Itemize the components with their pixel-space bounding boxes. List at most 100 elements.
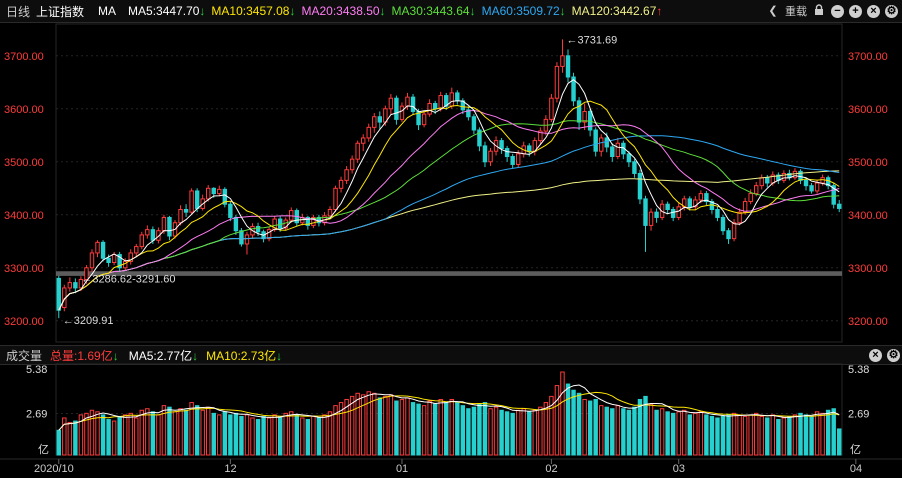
candle-body bbox=[748, 193, 753, 203]
volume-bar bbox=[621, 408, 626, 456]
candle-body bbox=[73, 282, 78, 289]
candle-body bbox=[599, 137, 604, 152]
candle-body bbox=[632, 161, 637, 174]
candle-body bbox=[532, 140, 538, 152]
volume-bar bbox=[67, 422, 73, 456]
x-tick-label: 12 bbox=[224, 463, 236, 475]
candle-body bbox=[89, 252, 95, 269]
candle-body bbox=[134, 246, 139, 254]
volume-bar bbox=[737, 414, 742, 456]
candle-body bbox=[145, 229, 150, 236]
price-tick-right: 3400.00 bbox=[848, 210, 888, 222]
candle-body bbox=[366, 126, 371, 139]
volume-bar bbox=[770, 414, 776, 456]
candle-body bbox=[538, 130, 543, 142]
candle-body bbox=[593, 129, 598, 152]
candle-body bbox=[95, 241, 100, 254]
volume-bar bbox=[394, 400, 399, 456]
volume-bar bbox=[776, 419, 781, 456]
volume-close-icon[interactable]: × bbox=[869, 348, 882, 362]
volume-bar bbox=[156, 414, 161, 456]
candle-body bbox=[78, 278, 84, 289]
volume-tick-left: 2.69 bbox=[26, 409, 47, 421]
candle-body bbox=[610, 146, 615, 158]
candle-body bbox=[277, 218, 283, 229]
candle-body bbox=[670, 209, 676, 218]
volume-bar bbox=[427, 400, 432, 456]
volume-bar bbox=[383, 395, 388, 456]
candle-body bbox=[753, 185, 759, 195]
volume-bar bbox=[338, 402, 344, 456]
close-icon[interactable]: × bbox=[867, 4, 880, 18]
candle-body bbox=[117, 254, 122, 269]
candle-body bbox=[521, 145, 526, 155]
ma5-line bbox=[58, 79, 840, 311]
volume-bar bbox=[311, 415, 316, 456]
reset-button[interactable]: 重载 bbox=[785, 6, 807, 18]
candle-body bbox=[294, 210, 299, 224]
volume-bar bbox=[172, 411, 178, 456]
chevron-left-icon[interactable]: ❮ bbox=[768, 5, 778, 17]
ma60-value: MA60:3509.72↓ bbox=[481, 4, 566, 18]
volume-bar bbox=[100, 414, 106, 456]
index-name[interactable]: 上证指数 bbox=[36, 4, 85, 19]
volume-tick-right: 2.69 bbox=[848, 409, 869, 421]
volume-bar bbox=[543, 402, 549, 456]
candle-body bbox=[233, 216, 239, 232]
lock-icon[interactable] bbox=[812, 4, 826, 18]
high-annotation: ←3731.69 bbox=[566, 34, 617, 46]
volume-bar bbox=[277, 415, 283, 456]
candle-body bbox=[250, 225, 255, 236]
candle-body bbox=[659, 203, 665, 218]
period-label[interactable]: 日线 bbox=[6, 4, 31, 19]
volume-bar bbox=[349, 395, 355, 456]
volume-header: 成交量 总量:1.69亿↓ MA5:2.77亿↓ MA10:2.73亿↓ × ⚙ bbox=[0, 345, 902, 365]
volume-settings-icon[interactable]: ⚙ bbox=[887, 348, 900, 362]
volume-bar bbox=[604, 406, 609, 456]
volume-bar bbox=[698, 411, 704, 456]
volume-bar bbox=[549, 395, 554, 456]
volume-bar bbox=[455, 402, 460, 456]
volume-bar bbox=[322, 414, 327, 456]
volume-ma5: MA5:2.77亿↓ bbox=[128, 348, 199, 363]
candle-body bbox=[432, 103, 438, 110]
candle-body bbox=[388, 97, 394, 110]
volume-bar bbox=[731, 412, 737, 456]
low-annotation: ←3209.91 bbox=[63, 315, 114, 327]
candle-body bbox=[449, 92, 454, 107]
candle-body bbox=[239, 230, 244, 245]
volume-ma10: MA10:2.73亿↓ bbox=[206, 348, 283, 363]
volume-bar bbox=[648, 403, 654, 456]
volume-bar bbox=[599, 405, 604, 456]
volume-ma5-line bbox=[58, 384, 840, 431]
ma30-value: MA30:3443.64↓ bbox=[391, 4, 476, 18]
candle-body bbox=[455, 92, 460, 102]
volume-bar bbox=[753, 412, 759, 456]
volume-bar bbox=[89, 409, 95, 456]
zoom-in-icon[interactable]: + bbox=[849, 4, 862, 18]
volume-bar bbox=[145, 408, 150, 456]
volume-bar bbox=[194, 405, 200, 456]
candle-body bbox=[421, 113, 427, 126]
gap-annotation: ←3286.62-3291.60 bbox=[81, 273, 175, 285]
volume-bar bbox=[765, 417, 770, 456]
volume-bar bbox=[95, 411, 100, 456]
settings-icon[interactable]: ⚙ bbox=[885, 4, 898, 18]
volume-bar bbox=[831, 408, 836, 456]
candle-body bbox=[183, 209, 189, 213]
candle-body bbox=[438, 95, 443, 110]
volume-bar bbox=[432, 403, 438, 456]
candle-body bbox=[499, 140, 504, 150]
volume-bar bbox=[289, 411, 294, 456]
candle-body bbox=[587, 110, 593, 131]
zoom-out-icon[interactable]: − bbox=[831, 4, 844, 18]
volume-bar bbox=[670, 412, 676, 456]
candle-body bbox=[211, 187, 216, 195]
volume-bar bbox=[111, 420, 117, 456]
candle-body bbox=[488, 150, 493, 163]
ma-label[interactable]: MA bbox=[98, 4, 117, 18]
candle-body bbox=[787, 172, 792, 179]
volume-bar bbox=[438, 398, 443, 456]
candle-body bbox=[200, 198, 205, 209]
